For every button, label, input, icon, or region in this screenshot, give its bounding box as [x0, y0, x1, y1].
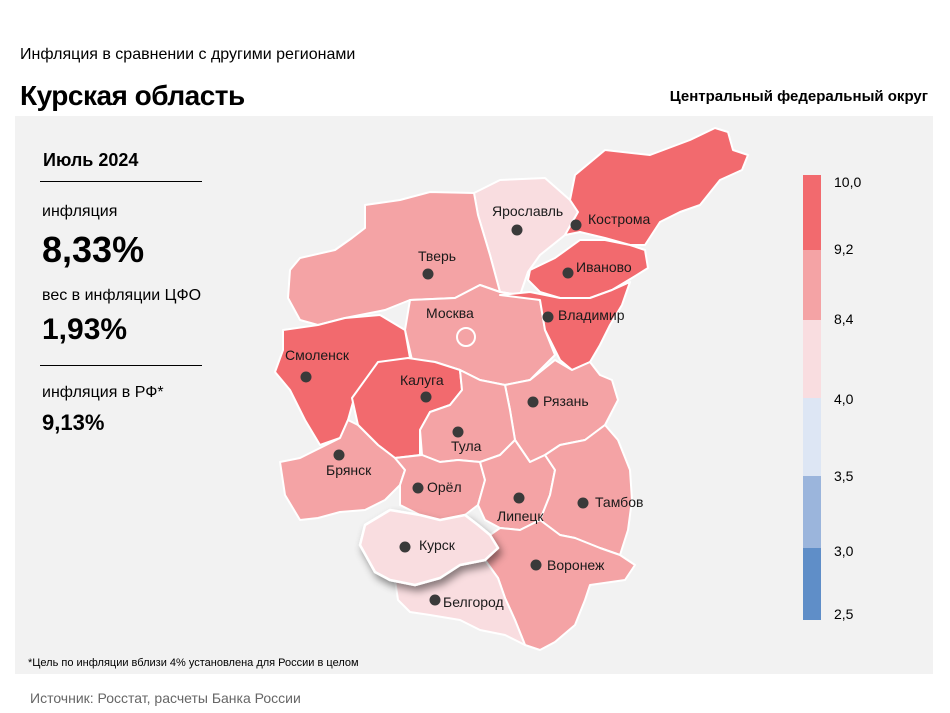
city-label-5: Владимир	[558, 307, 625, 323]
city-marker-9	[452, 426, 464, 438]
city-marker-5	[542, 311, 554, 323]
legend-tick-0: 10,0	[834, 174, 862, 190]
city-label-8: Рязань	[543, 393, 589, 409]
city-marker-10	[333, 449, 345, 461]
city-marker-14	[399, 541, 411, 553]
chart-subtitle: Инфляция в сравнении с другими регионами	[20, 46, 356, 63]
city-label-15: Воронеж	[547, 557, 605, 573]
city-marker-13	[577, 497, 589, 509]
city-marker-2	[422, 268, 434, 280]
city-label-13: Тамбов	[595, 494, 643, 510]
weight-value: 1,93%	[42, 313, 128, 346]
city-label-9: Тула	[451, 438, 482, 454]
inflation-value: 8,33%	[42, 229, 145, 270]
legend-tick-6: 2,5	[834, 606, 854, 622]
city-marker-8	[527, 396, 539, 408]
weight-label: вес в инфляции ЦФО	[42, 287, 202, 304]
period-label: Июль 2024	[43, 150, 139, 170]
legend-swatch-5	[803, 548, 821, 620]
city-label-16: Белгород	[443, 594, 504, 610]
region-13[interactable]	[539, 424, 633, 556]
inflation-label: инфляция	[42, 203, 118, 220]
legend-tick-5: 3,0	[834, 543, 854, 559]
city-marker-4	[456, 327, 476, 347]
legend-tick-4: 3,5	[834, 468, 854, 484]
city-label-6: Смоленск	[285, 347, 350, 363]
legend-tick-1: 9,2	[834, 241, 854, 257]
region-11[interactable]	[394, 454, 486, 521]
city-marker-7	[420, 391, 432, 403]
city-marker-11	[412, 482, 424, 494]
city-marker-15	[530, 559, 542, 571]
divider-bottom	[40, 365, 202, 366]
city-label-10: Брянск	[326, 462, 372, 478]
city-marker-6	[300, 371, 312, 383]
city-marker-16	[429, 594, 441, 606]
footnote: *Цель по инфляции вблизи 4% установлена …	[28, 657, 359, 669]
region-2[interactable]	[287, 191, 501, 326]
legend-swatch-1	[803, 250, 821, 320]
city-marker-12	[513, 492, 525, 504]
region-3[interactable]	[527, 239, 649, 299]
region-1[interactable]	[564, 127, 749, 246]
city-label-3: Иваново	[576, 259, 632, 275]
divider-top	[40, 181, 202, 182]
legend-swatch-0	[803, 175, 821, 250]
rf-inflation-value: 9,13%	[42, 410, 105, 435]
legend-tick-2: 8,4	[834, 311, 854, 327]
city-label-12: Липецк	[497, 508, 544, 524]
city-label-2: Тверь	[418, 248, 456, 264]
city-label-7: Калуга	[400, 372, 444, 388]
city-label-0: Ярославль	[492, 203, 563, 219]
legend-swatch-2	[803, 320, 821, 398]
region-5[interactable]	[499, 281, 631, 371]
region-10[interactable]	[279, 419, 406, 521]
city-marker-3	[562, 267, 574, 279]
city-label-14: Курск	[419, 537, 456, 553]
city-marker-1	[570, 219, 582, 231]
rf-inflation-label: инфляция в РФ*	[42, 384, 164, 401]
region-highlighted[interactable]	[358, 508, 500, 587]
page-title: Курская область	[20, 80, 245, 111]
city-marker-0	[511, 224, 523, 236]
source-note: Источник: Росстат, расчеты Банка России	[30, 690, 301, 706]
legend-tick-3: 4,0	[834, 391, 854, 407]
city-label-4: Москва	[426, 305, 474, 321]
legend-swatch-4	[803, 476, 821, 548]
district-label: Центральный федеральный округ	[669, 88, 928, 105]
legend-swatch-3	[803, 398, 821, 476]
city-label-1: Кострома	[588, 211, 651, 227]
city-label-11: Орёл	[427, 479, 462, 495]
